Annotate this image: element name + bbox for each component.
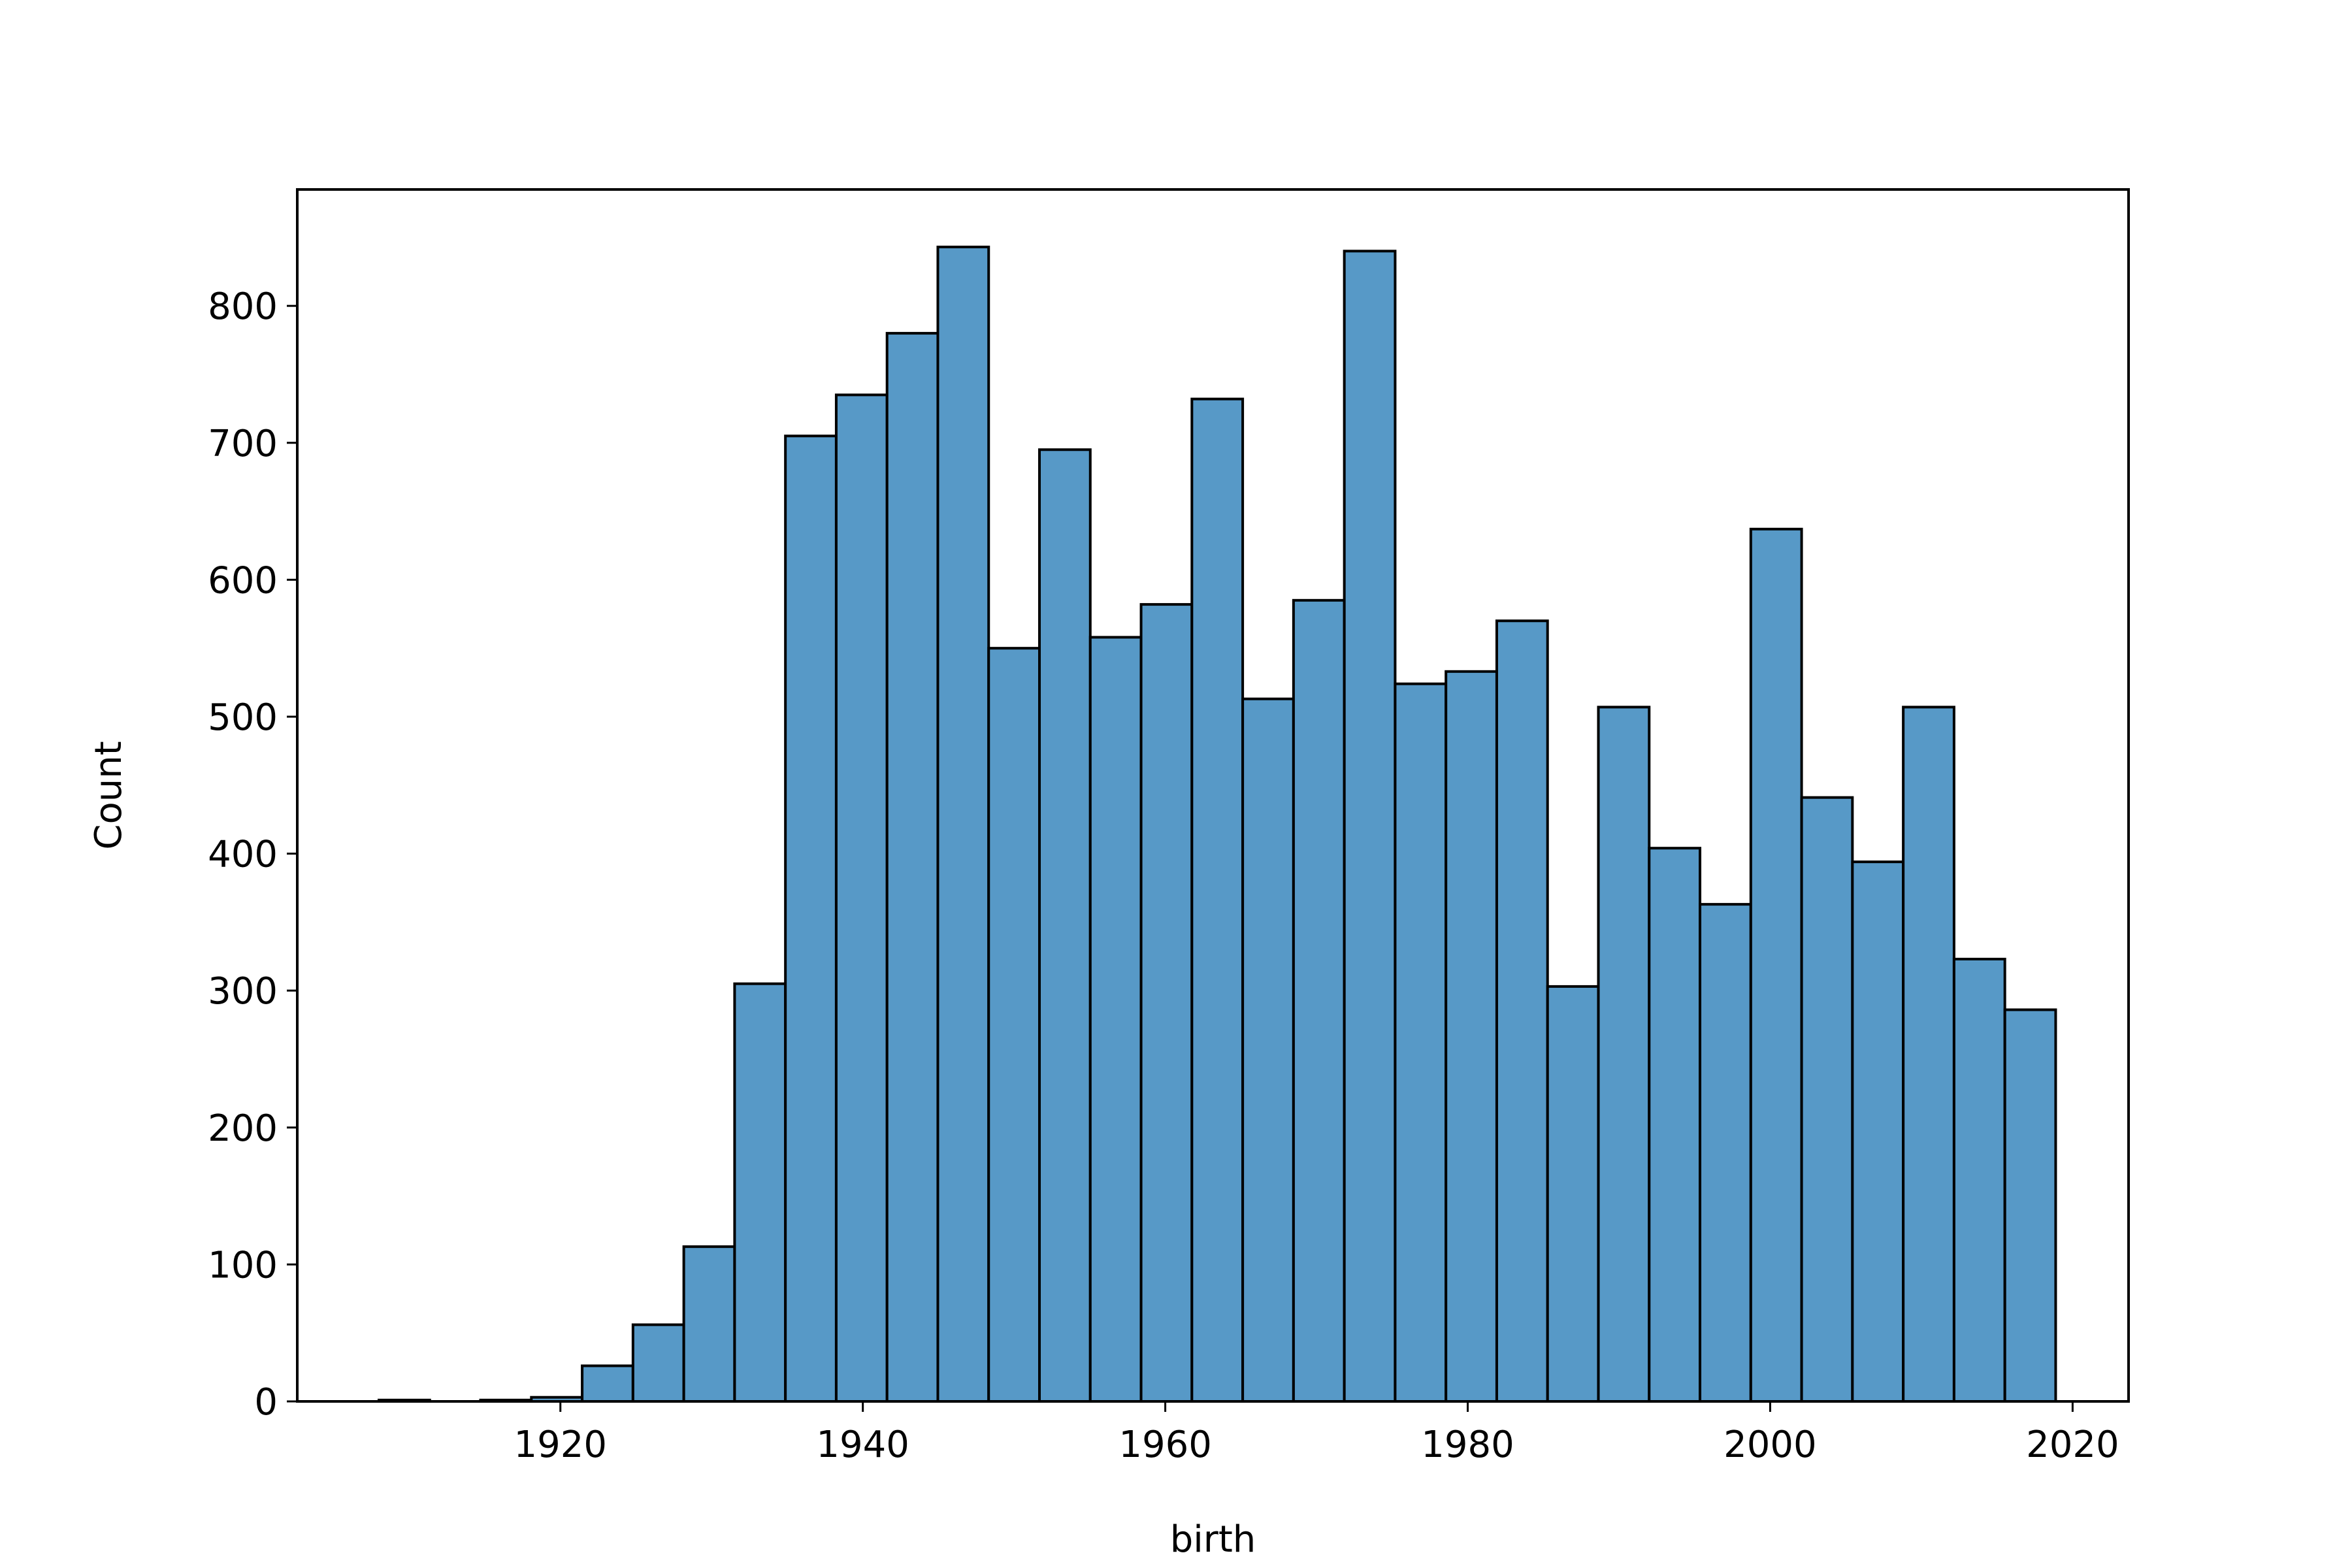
histogram-bar <box>1699 903 1752 1403</box>
histogram-bar <box>1800 796 1854 1403</box>
x-tick-label: 1960 <box>1119 1424 1212 1466</box>
x-tick-label: 2020 <box>2026 1424 2119 1466</box>
histogram-bar <box>885 332 939 1403</box>
histogram-bar <box>784 434 838 1403</box>
y-tick-label: 500 <box>208 696 278 739</box>
histogram-bar <box>2003 1008 2057 1403</box>
histogram-bar <box>1597 706 1651 1403</box>
bars-layer <box>377 246 2057 1403</box>
histogram-bar <box>1394 682 1448 1403</box>
y-tick-label: 600 <box>208 559 278 602</box>
histogram-bar <box>581 1364 634 1403</box>
x-tick-label: 1940 <box>816 1424 909 1466</box>
histogram-bar <box>1749 527 1803 1403</box>
histogram-bar <box>1445 670 1498 1403</box>
histogram-bar <box>1952 957 2006 1403</box>
plot-area-frame <box>296 188 2130 1403</box>
histogram-bar <box>733 982 787 1403</box>
histogram-bar <box>834 393 889 1403</box>
histogram-bar <box>1088 636 1143 1403</box>
histogram-bar <box>1495 619 1549 1403</box>
histogram-bar <box>1851 860 1905 1403</box>
histogram-bar <box>1902 706 1955 1403</box>
histogram-bar <box>1190 397 1245 1403</box>
x-axis-ticks: 1920 1940 1960 1980 2000 2020 <box>514 1401 2119 1466</box>
y-tick-label: 100 <box>208 1244 278 1286</box>
histogram-bar <box>1648 847 1702 1403</box>
y-tick-label: 400 <box>208 834 278 876</box>
histogram-bar <box>1343 250 1397 1403</box>
x-tick-label: 1980 <box>1421 1424 1514 1466</box>
y-tick-label: 700 <box>208 423 278 465</box>
y-tick-label: 0 <box>254 1381 278 1424</box>
y-tick-label: 200 <box>208 1107 278 1150</box>
x-tick-label: 2000 <box>1723 1424 1817 1466</box>
histogram-bar <box>1241 697 1295 1403</box>
histogram-bar <box>1546 985 1600 1403</box>
y-axis-label: Count <box>88 741 130 849</box>
y-tick-label: 800 <box>208 286 278 328</box>
y-tick-label: 300 <box>208 970 278 1013</box>
x-axis-label: birth <box>1170 1518 1256 1561</box>
histogram-bar <box>682 1245 736 1403</box>
histogram-bar <box>936 246 990 1403</box>
x-tick-label: 1920 <box>514 1424 607 1466</box>
histogram-bar <box>631 1323 685 1403</box>
histogram-bar <box>1139 603 1194 1403</box>
histogram-bar <box>1292 598 1346 1403</box>
y-axis-ticks: 0 100 200 300 400 500 600 700 800 <box>208 286 297 1424</box>
histogram-bar <box>987 647 1041 1403</box>
histogram-bar <box>1038 448 1092 1403</box>
